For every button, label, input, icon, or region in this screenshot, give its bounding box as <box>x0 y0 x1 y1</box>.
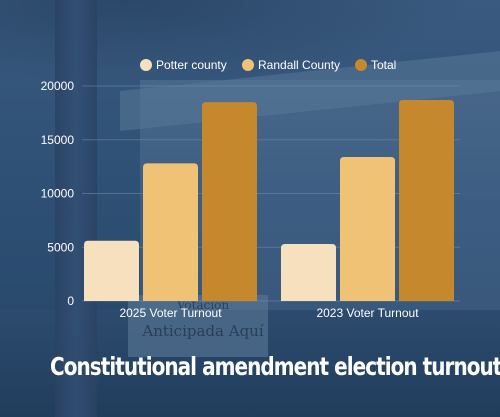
y-tick-label: 15000 <box>41 133 75 147</box>
y-tick-label: 20000 <box>41 79 75 93</box>
y-tick-label: 10000 <box>41 187 75 201</box>
bar <box>84 240 139 301</box>
bars <box>84 99 454 301</box>
bar <box>281 244 336 301</box>
y-axis-ticks: 0 5000 10000 15000 20000 <box>41 79 75 308</box>
background-sign <box>128 295 268 357</box>
y-tick-label: 5000 <box>47 240 74 254</box>
y-tick-label: 0 <box>67 294 74 308</box>
legend-label: Total <box>371 58 396 72</box>
legend-swatch <box>242 59 254 71</box>
background-sign-line2: Anticipada Aquí <box>142 322 264 340</box>
x-category-label: 2023 Voter Turnout <box>316 306 419 320</box>
x-axis-categories: 2025 Voter Turnout 2023 Voter Turnout <box>119 306 419 320</box>
headline: Constitutional amendment election turnou… <box>50 352 500 381</box>
bar <box>340 156 395 301</box>
bar <box>202 102 257 301</box>
legend-label: Randall County <box>258 58 340 72</box>
legend-swatch <box>140 59 152 71</box>
x-category-label: 2025 Voter Turnout <box>119 306 222 320</box>
legend-swatch <box>355 59 367 71</box>
legend: Potter county Randall County Total <box>140 58 396 72</box>
bar <box>399 99 454 301</box>
background-tree-trunk <box>55 0 97 417</box>
legend-label: Potter county <box>156 58 227 72</box>
bar <box>143 163 198 301</box>
